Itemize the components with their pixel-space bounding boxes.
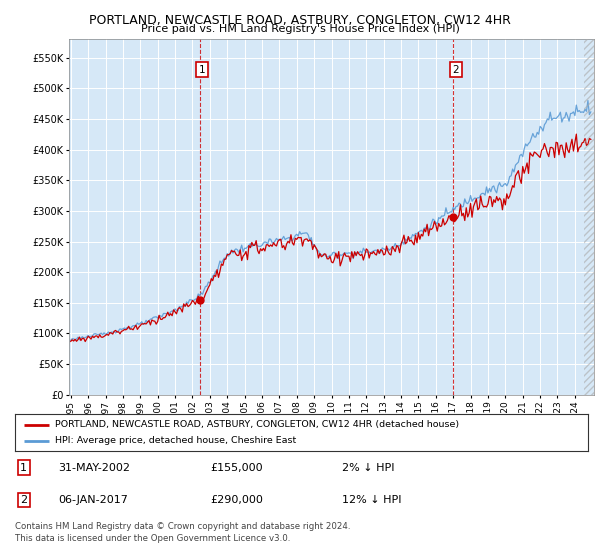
Text: Price paid vs. HM Land Registry's House Price Index (HPI): Price paid vs. HM Land Registry's House … (140, 24, 460, 34)
Text: PORTLAND, NEWCASTLE ROAD, ASTBURY, CONGLETON, CW12 4HR (detached house): PORTLAND, NEWCASTLE ROAD, ASTBURY, CONGL… (55, 420, 459, 429)
Text: £290,000: £290,000 (210, 495, 263, 505)
Text: 2: 2 (20, 495, 27, 505)
Text: 1: 1 (20, 463, 27, 473)
Text: 12% ↓ HPI: 12% ↓ HPI (341, 495, 401, 505)
Text: 1: 1 (199, 65, 206, 75)
Bar (584, 39, 598, 395)
Text: 06-JAN-2017: 06-JAN-2017 (58, 495, 128, 505)
Text: £155,000: £155,000 (210, 463, 262, 473)
Text: 2% ↓ HPI: 2% ↓ HPI (341, 463, 394, 473)
Text: 2: 2 (452, 65, 459, 75)
Text: Contains HM Land Registry data © Crown copyright and database right 2024.
This d: Contains HM Land Registry data © Crown c… (15, 522, 350, 543)
Text: 31-MAY-2002: 31-MAY-2002 (58, 463, 130, 473)
Text: HPI: Average price, detached house, Cheshire East: HPI: Average price, detached house, Ches… (55, 436, 296, 445)
Text: PORTLAND, NEWCASTLE ROAD, ASTBURY, CONGLETON, CW12 4HR: PORTLAND, NEWCASTLE ROAD, ASTBURY, CONGL… (89, 14, 511, 27)
